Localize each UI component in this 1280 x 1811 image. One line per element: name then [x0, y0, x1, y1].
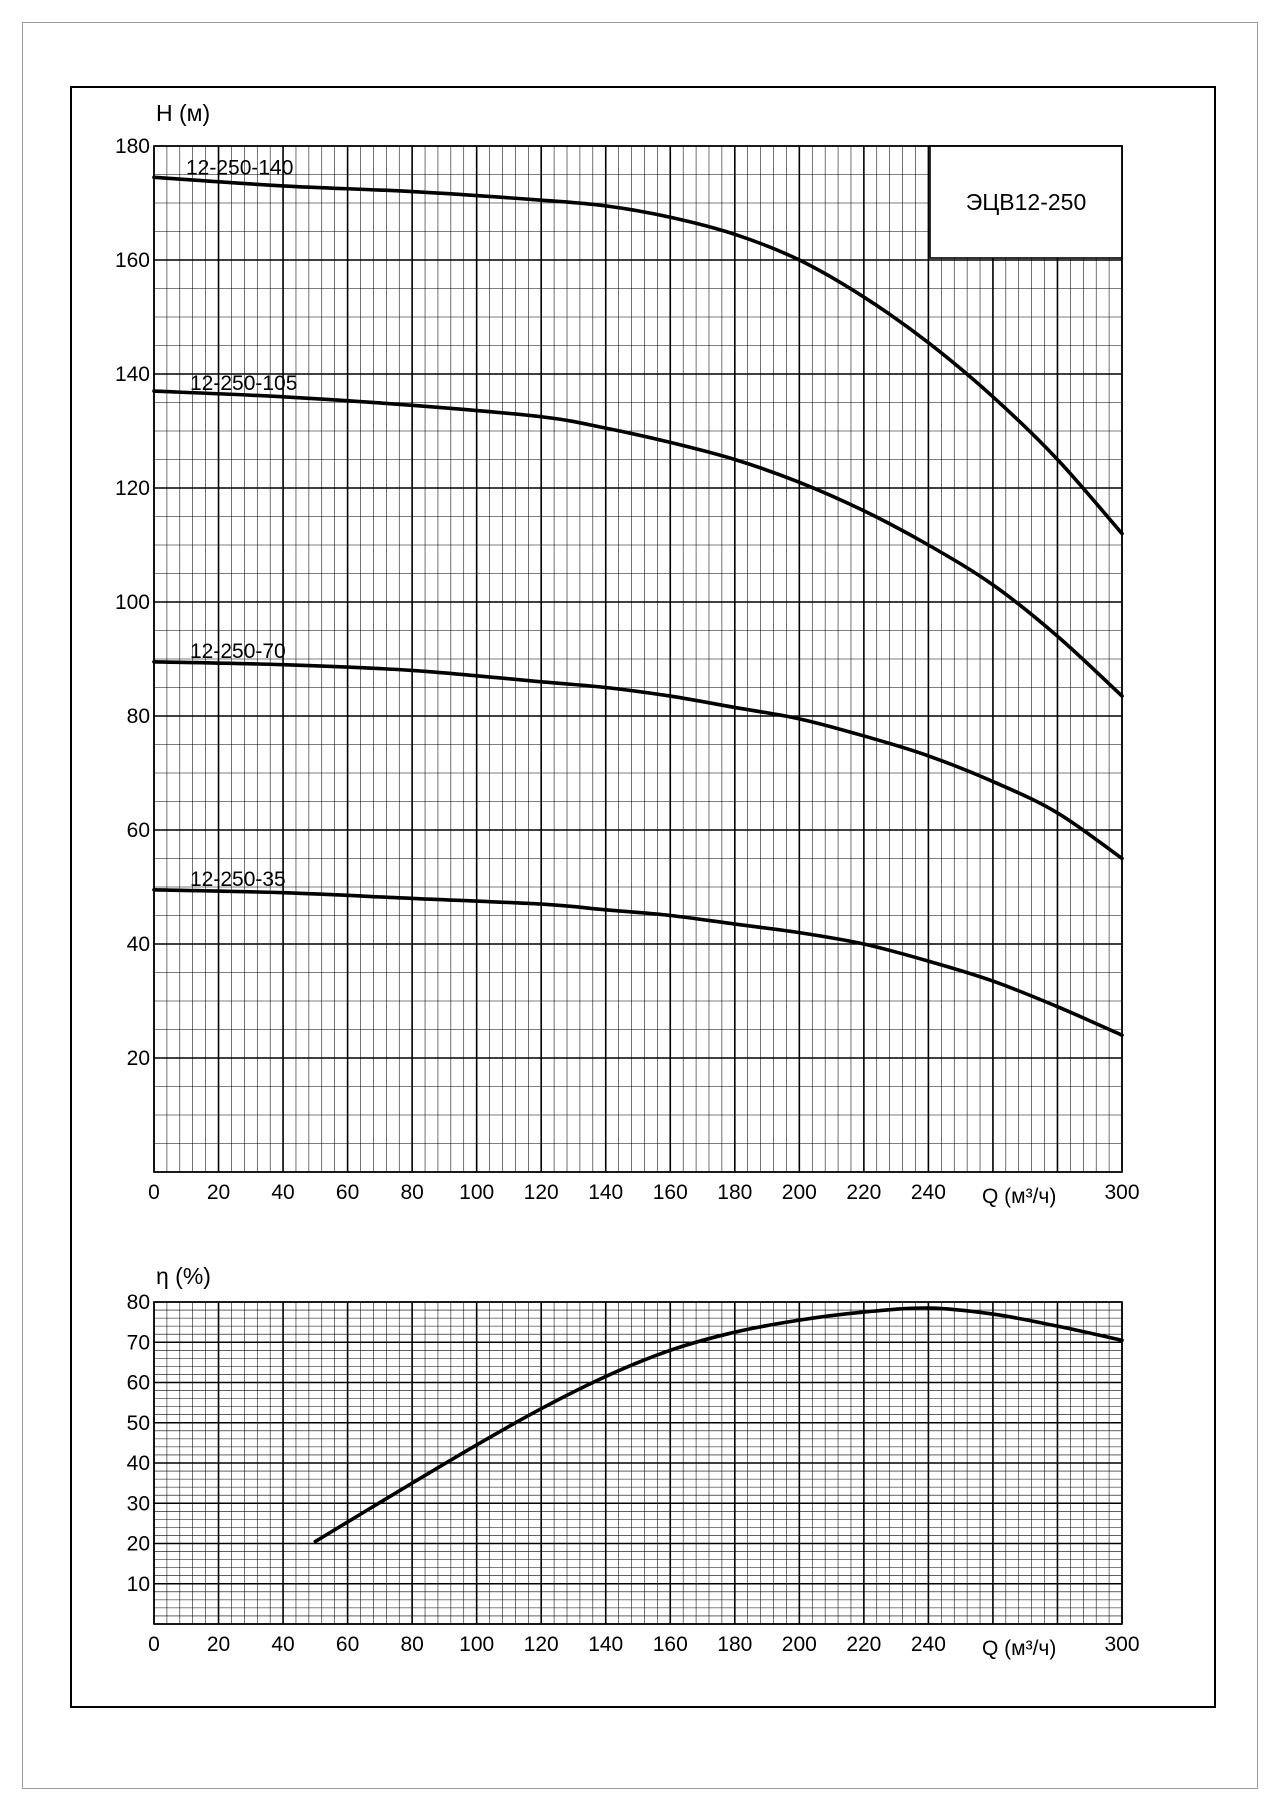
x-tick-label: 200	[782, 1633, 817, 1656]
y-tick-label: 20	[127, 1047, 150, 1070]
y-tick-label: 100	[115, 591, 150, 614]
series-label-12-250-35: 12-250-35	[190, 868, 286, 891]
y-tick-label: 60	[127, 819, 150, 842]
y-tick-label: 160	[115, 249, 150, 272]
x-tick-label: 20	[207, 1181, 230, 1204]
series-line-12-250-105	[152, 389, 1124, 698]
x-axis-label: Q (м³/ч)	[982, 1637, 1056, 1660]
x-tick-label: 160	[653, 1633, 688, 1656]
x-tick-label: 180	[717, 1181, 752, 1204]
x-tick-label: 220	[846, 1633, 881, 1656]
x-tick-label: 300	[1104, 1633, 1139, 1656]
x-tick-label: 40	[271, 1181, 294, 1204]
x-tick-label: 80	[400, 1181, 423, 1204]
y-tick-label: 50	[127, 1412, 150, 1435]
x-tick-label: 180	[717, 1633, 752, 1656]
efficiency-chart: 0 20 40 60 80 100 120 140 160 180 200 220 240 300 10 20…	[127, 1263, 1140, 1660]
y-axis-label: η (%)	[156, 1263, 211, 1289]
y-tick-label: 120	[115, 477, 150, 500]
x-tick-label: 100	[459, 1181, 494, 1204]
y-axis-label: H (м)	[156, 100, 210, 126]
x-tick-label: 60	[336, 1633, 359, 1656]
series-label-12-250-105: 12-250-105	[190, 372, 297, 395]
x-tick-label: 100	[459, 1633, 494, 1656]
series-line-12-250-70	[152, 660, 1124, 861]
y-tick-label: 80	[127, 1291, 150, 1314]
chart-sheet-frame	[70, 86, 1216, 1708]
head-chart: ЭЦВ12-250 0 20 40 60 80 100 120 140 160 180 200 220…	[115, 100, 1140, 1208]
x-tick-label: 140	[588, 1181, 623, 1204]
y-tick-label: 30	[127, 1492, 150, 1515]
y-tick-label: 80	[127, 705, 150, 728]
series-label-12-250-70: 12-250-70	[190, 640, 286, 663]
x-tick-label: 120	[524, 1633, 559, 1656]
y-tick-label: 40	[127, 1452, 150, 1475]
x-tick-label: 160	[653, 1181, 688, 1204]
series-line-efficiency	[313, 1306, 1124, 1544]
x-tick-label: 0	[148, 1181, 160, 1204]
x-tick-label: 300	[1104, 1181, 1139, 1204]
series-line-12-250-35	[152, 888, 1124, 1037]
y-tick-label: 180	[115, 135, 150, 158]
plot-area-border	[153, 145, 1123, 1173]
x-tick-label: 200	[782, 1181, 817, 1204]
x-axis-label: Q (м³/ч)	[982, 1185, 1056, 1208]
y-tick-label: 70	[127, 1331, 150, 1354]
series-line-12-250-140	[152, 175, 1124, 536]
x-tick-label: 220	[846, 1181, 881, 1204]
page-outer-frame	[22, 22, 1258, 1789]
y-tick-label: 10	[127, 1573, 150, 1596]
x-tick-label: 140	[588, 1633, 623, 1656]
x-tick-label: 40	[271, 1633, 294, 1656]
x-tick-label: 240	[911, 1633, 946, 1656]
x-tick-label: 240	[911, 1181, 946, 1204]
x-tick-label: 60	[336, 1181, 359, 1204]
y-tick-label: 140	[115, 363, 150, 386]
chart-title: ЭЦВ12-250	[966, 189, 1087, 215]
y-tick-label: 40	[127, 933, 150, 956]
chart-title-box	[929, 145, 1123, 259]
y-tick-label: 20	[127, 1533, 150, 1556]
y-tick-label: 60	[127, 1372, 150, 1395]
x-tick-label: 20	[207, 1633, 230, 1656]
plot-area-border	[153, 1301, 1123, 1625]
x-tick-label: 80	[400, 1633, 423, 1656]
series-label-12-250-140: 12-250-140	[186, 156, 293, 179]
x-tick-label: 0	[148, 1633, 160, 1656]
x-tick-label: 120	[524, 1181, 559, 1204]
